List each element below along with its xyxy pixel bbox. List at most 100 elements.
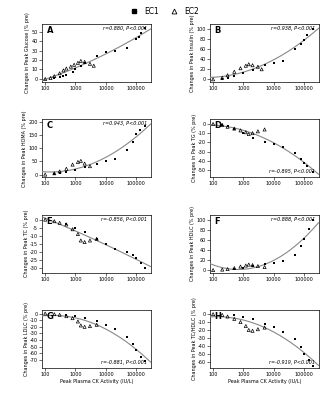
Point bbox=[298, 344, 304, 351]
Point bbox=[255, 326, 260, 332]
Point bbox=[311, 362, 316, 369]
Point bbox=[220, 122, 225, 128]
Point bbox=[82, 239, 87, 245]
Point bbox=[292, 252, 297, 258]
Text: r=-0.919, P<0.001: r=-0.919, P<0.001 bbox=[269, 360, 315, 365]
Point bbox=[238, 319, 243, 325]
Point bbox=[225, 72, 230, 78]
Point bbox=[94, 236, 99, 242]
Point bbox=[211, 267, 216, 273]
Point bbox=[103, 158, 109, 164]
Text: r=-0.895, P<0.001: r=-0.895, P<0.001 bbox=[269, 169, 315, 174]
Point bbox=[78, 62, 84, 69]
Point bbox=[131, 341, 136, 347]
Point bbox=[255, 64, 260, 70]
Point bbox=[82, 164, 87, 170]
Point bbox=[64, 169, 69, 175]
Point bbox=[292, 46, 297, 52]
Point bbox=[246, 261, 251, 268]
Point bbox=[78, 58, 84, 64]
Point bbox=[302, 159, 307, 166]
Text: r=0.880, P<0.001: r=0.880, P<0.001 bbox=[103, 26, 147, 31]
Point bbox=[243, 62, 248, 69]
Point bbox=[87, 237, 93, 244]
Point bbox=[139, 30, 144, 37]
Point bbox=[112, 156, 118, 162]
Point bbox=[57, 312, 62, 318]
Point bbox=[280, 258, 285, 264]
Y-axis label: Changes in Peak LDLC (% pre): Changes in Peak LDLC (% pre) bbox=[24, 302, 29, 376]
Point bbox=[143, 24, 148, 31]
Point bbox=[262, 320, 267, 327]
Point bbox=[112, 245, 118, 252]
Point bbox=[73, 66, 78, 73]
Point bbox=[298, 156, 304, 162]
Point bbox=[232, 316, 237, 322]
Point bbox=[43, 216, 48, 223]
Point bbox=[75, 159, 81, 165]
Point bbox=[52, 170, 57, 176]
Point bbox=[75, 318, 81, 325]
Point bbox=[75, 60, 81, 66]
Point bbox=[143, 123, 148, 129]
Text: r=-0.856, P<0.001: r=-0.856, P<0.001 bbox=[101, 216, 147, 222]
Point bbox=[124, 334, 130, 341]
Point bbox=[280, 144, 285, 150]
X-axis label: Peak Plasma CK Activity (IU/L): Peak Plasma CK Activity (IU/L) bbox=[60, 378, 133, 384]
Point bbox=[143, 264, 148, 271]
Point bbox=[232, 312, 237, 318]
Y-axis label: Changes in Peak HDLC (% pre): Changes in Peak HDLC (% pre) bbox=[190, 206, 195, 281]
Point bbox=[280, 58, 285, 64]
Y-axis label: Changes in Peak HOMA (% pre): Changes in Peak HOMA (% pre) bbox=[22, 110, 27, 186]
Point bbox=[302, 236, 307, 242]
X-axis label: Peak Plasma CK Activity (IU/L): Peak Plasma CK Activity (IU/L) bbox=[227, 378, 301, 384]
Point bbox=[241, 313, 246, 320]
Text: G: G bbox=[46, 312, 53, 321]
Point bbox=[139, 354, 144, 360]
Point bbox=[232, 265, 237, 271]
Point bbox=[250, 262, 255, 268]
Point bbox=[68, 64, 73, 70]
Point bbox=[131, 138, 136, 145]
Point bbox=[307, 226, 312, 232]
Point bbox=[305, 163, 310, 169]
Point bbox=[52, 73, 57, 79]
Point bbox=[238, 127, 243, 134]
Point bbox=[64, 65, 69, 72]
Point bbox=[246, 131, 251, 137]
Point bbox=[211, 76, 216, 82]
Point bbox=[302, 350, 307, 357]
Point bbox=[70, 315, 75, 321]
Point bbox=[225, 313, 230, 320]
Text: D: D bbox=[214, 121, 222, 130]
Point bbox=[112, 47, 118, 54]
Y-axis label: Changes in Peak Insulin (% pre): Changes in Peak Insulin (% pre) bbox=[190, 14, 195, 92]
Y-axis label: Changes in Peak TC/HDLC (% pre): Changes in Peak TC/HDLC (% pre) bbox=[192, 298, 197, 380]
Point bbox=[87, 323, 93, 329]
Point bbox=[250, 62, 255, 68]
Text: r=0.888, P<0.001: r=0.888, P<0.001 bbox=[271, 216, 315, 222]
Point bbox=[311, 26, 316, 32]
Point bbox=[250, 316, 255, 322]
Text: C: C bbox=[46, 121, 53, 130]
Point bbox=[78, 322, 84, 329]
Point bbox=[43, 171, 48, 178]
Legend: EC1, EC2: EC1, EC2 bbox=[123, 4, 202, 19]
Point bbox=[241, 264, 246, 271]
Point bbox=[225, 124, 230, 130]
Point bbox=[255, 263, 260, 269]
Point bbox=[311, 168, 316, 175]
Point bbox=[43, 310, 48, 317]
Point bbox=[243, 129, 248, 136]
Point bbox=[134, 255, 139, 261]
Point bbox=[255, 128, 260, 134]
Point bbox=[211, 121, 216, 127]
Point bbox=[57, 170, 62, 176]
Point bbox=[61, 67, 66, 74]
Point bbox=[139, 260, 144, 266]
Point bbox=[52, 171, 57, 177]
Point bbox=[243, 262, 248, 269]
Y-axis label: Changes in Peak Glucose (% pre): Changes in Peak Glucose (% pre) bbox=[25, 12, 31, 93]
Point bbox=[52, 311, 57, 317]
Text: A: A bbox=[46, 26, 53, 35]
